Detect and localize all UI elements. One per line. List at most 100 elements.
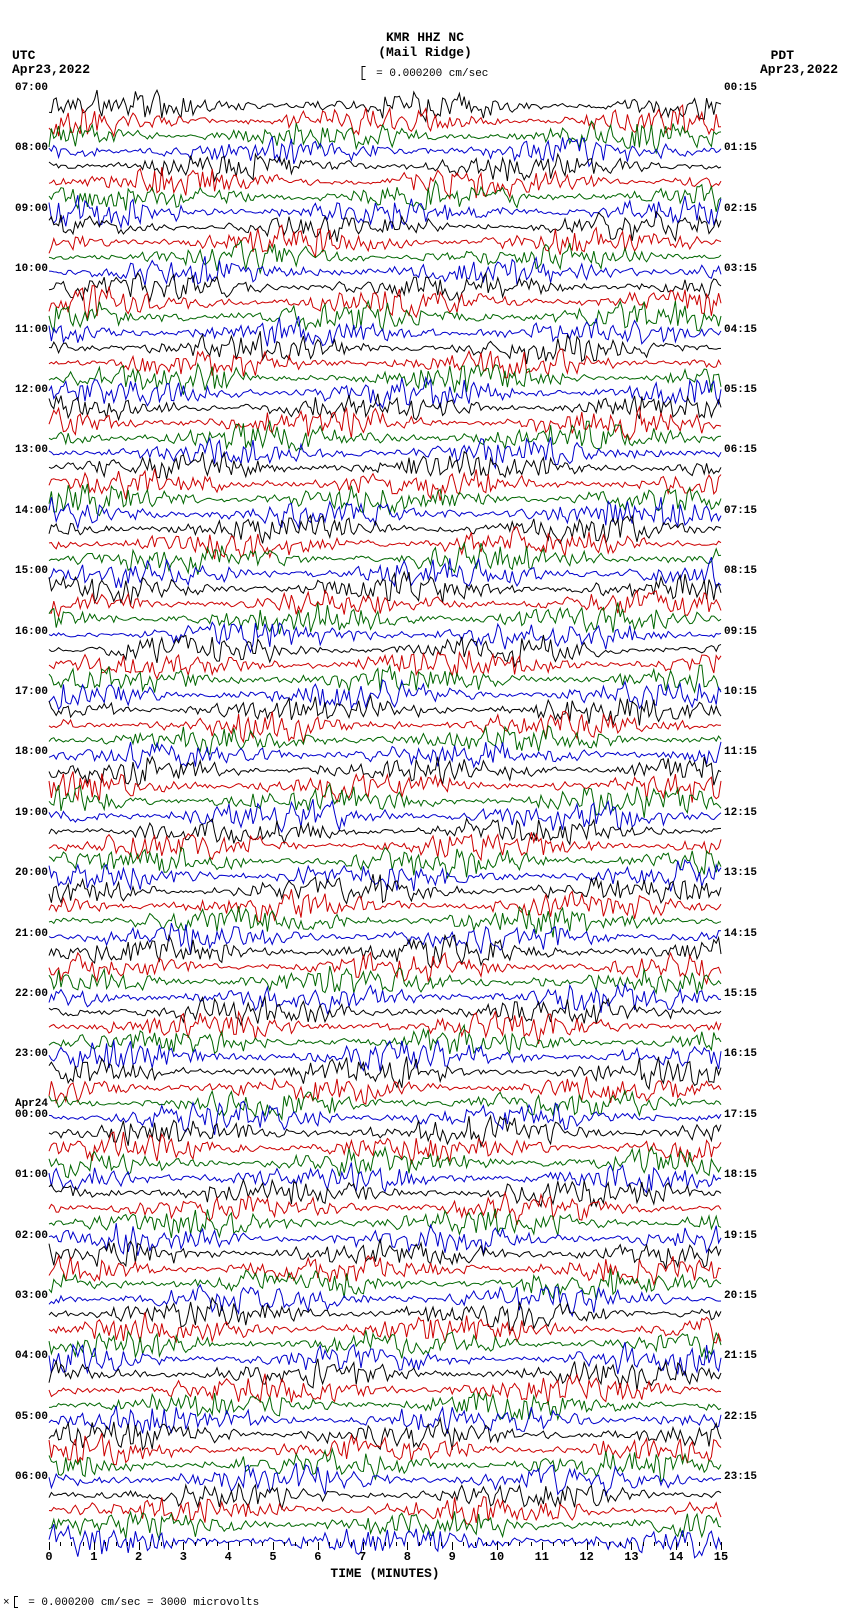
xtick-minor: [430, 1542, 431, 1546]
x-axis-label: TIME (MINUTES): [49, 1566, 721, 1581]
xtick-label: 15: [714, 1550, 728, 1564]
xtick-minor: [553, 1542, 554, 1546]
xtick-minor: [665, 1542, 666, 1546]
xtick-minor: [262, 1542, 263, 1546]
time-label-left: 21:00: [15, 928, 48, 940]
time-label-left: 17:00: [15, 686, 48, 698]
xtick-major: [721, 1542, 722, 1550]
xtick-minor: [508, 1542, 509, 1546]
xtick-minor: [329, 1542, 330, 1546]
xtick-label: 4: [225, 1550, 232, 1564]
xtick-label: 10: [490, 1550, 504, 1564]
xtick-minor: [83, 1542, 84, 1546]
time-label-left: 15:00: [15, 565, 48, 577]
xtick-minor: [150, 1542, 151, 1546]
time-label-right: 11:15: [724, 746, 757, 758]
xtick-major: [407, 1542, 408, 1550]
time-label-right: 22:15: [724, 1411, 757, 1423]
xtick-major: [452, 1542, 453, 1550]
time-label-right: 06:15: [724, 444, 757, 456]
xtick-minor: [340, 1542, 341, 1546]
time-label-left: 20:00: [15, 867, 48, 879]
xtick-major: [273, 1542, 274, 1550]
xtick-major: [318, 1542, 319, 1550]
station-location: (Mail Ridge): [0, 45, 850, 60]
time-label-left: 22:00: [15, 988, 48, 1000]
xtick-minor: [643, 1542, 644, 1546]
time-label-right: 23:15: [724, 1471, 757, 1483]
xtick-minor: [385, 1542, 386, 1546]
xtick-major: [183, 1542, 184, 1550]
xtick-minor: [217, 1542, 218, 1546]
timezone-left: UTC: [12, 48, 35, 63]
time-label-left: 09:00: [15, 203, 48, 215]
time-label-left: 06:00: [15, 1471, 48, 1483]
time-label-right: 07:15: [724, 505, 757, 517]
time-label-left: 05:00: [15, 1411, 48, 1423]
date-left: Apr23,2022: [12, 62, 90, 77]
xtick-label: 0: [45, 1550, 52, 1564]
time-label-left: 02:00: [15, 1230, 48, 1242]
xtick-minor: [463, 1542, 464, 1546]
time-label-right: 10:15: [724, 686, 757, 698]
scale-indicator: = 0.000200 cm/sec: [362, 66, 489, 80]
time-label-left: 01:00: [15, 1169, 48, 1181]
time-label-right: 19:15: [724, 1230, 757, 1242]
xtick-minor: [654, 1542, 655, 1546]
time-label-left: 08:00: [15, 142, 48, 154]
time-label-left: 23:00: [15, 1048, 48, 1060]
xtick-minor: [419, 1542, 420, 1546]
xtick-minor: [284, 1542, 285, 1546]
xtick-major: [228, 1542, 229, 1550]
xtick-major: [497, 1542, 498, 1550]
time-label-right: 04:15: [724, 324, 757, 336]
time-label-left: 18:00: [15, 746, 48, 758]
station-code: KMR HHZ NC: [0, 30, 850, 45]
xtick-minor: [307, 1542, 308, 1546]
time-label-left: 19:00: [15, 807, 48, 819]
xtick-minor: [295, 1542, 296, 1546]
xtick-minor: [687, 1542, 688, 1546]
xtick-major: [676, 1542, 677, 1550]
xtick-minor: [519, 1542, 520, 1546]
xtick-major: [631, 1542, 632, 1550]
time-label-right: 13:15: [724, 867, 757, 879]
timezone-right: PDT: [771, 48, 794, 63]
xtick-minor: [206, 1542, 207, 1546]
xtick-minor: [127, 1542, 128, 1546]
time-label-left: 16:00: [15, 626, 48, 638]
xtick-minor: [710, 1542, 711, 1546]
scale-text: = 0.000200 cm/sec: [370, 68, 489, 80]
footer-prefix: ×: [3, 1597, 10, 1609]
xtick-label: 1: [90, 1550, 97, 1564]
xtick-label: 8: [404, 1550, 411, 1564]
time-label-left: 00:00: [15, 1109, 48, 1121]
time-label-left: 07:00: [15, 82, 48, 94]
time-label-right: 05:15: [724, 384, 757, 396]
xtick-minor: [564, 1542, 565, 1546]
footer-bar-icon: [14, 1596, 18, 1608]
xtick-label: 12: [579, 1550, 593, 1564]
seismogram-container: KMR HHZ NC (Mail Ridge) UTC Apr23,2022 P…: [0, 0, 850, 60]
xtick-label: 6: [314, 1550, 321, 1564]
xtick-minor: [351, 1542, 352, 1546]
time-label-right: 15:15: [724, 988, 757, 1000]
xtick-minor: [475, 1542, 476, 1546]
time-label-left: 13:00: [15, 444, 48, 456]
time-label-right: 09:15: [724, 626, 757, 638]
time-label-right: 17:15: [724, 1109, 757, 1121]
time-label-left: 10:00: [15, 263, 48, 275]
time-label-right: 21:15: [724, 1350, 757, 1362]
xtick-minor: [609, 1542, 610, 1546]
xtick-major: [363, 1542, 364, 1550]
footer-scale: × = 0.000200 cm/sec = 3000 microvolts: [3, 1596, 259, 1609]
helicorder-plot: [49, 88, 721, 1538]
xtick-major: [94, 1542, 95, 1550]
xtick-minor: [374, 1542, 375, 1546]
time-label-left: 14:00: [15, 505, 48, 517]
xtick-minor: [60, 1542, 61, 1546]
xtick-major: [587, 1542, 588, 1550]
time-label-right: 02:15: [724, 203, 757, 215]
xtick-major: [49, 1542, 50, 1550]
xtick-label: 13: [624, 1550, 638, 1564]
